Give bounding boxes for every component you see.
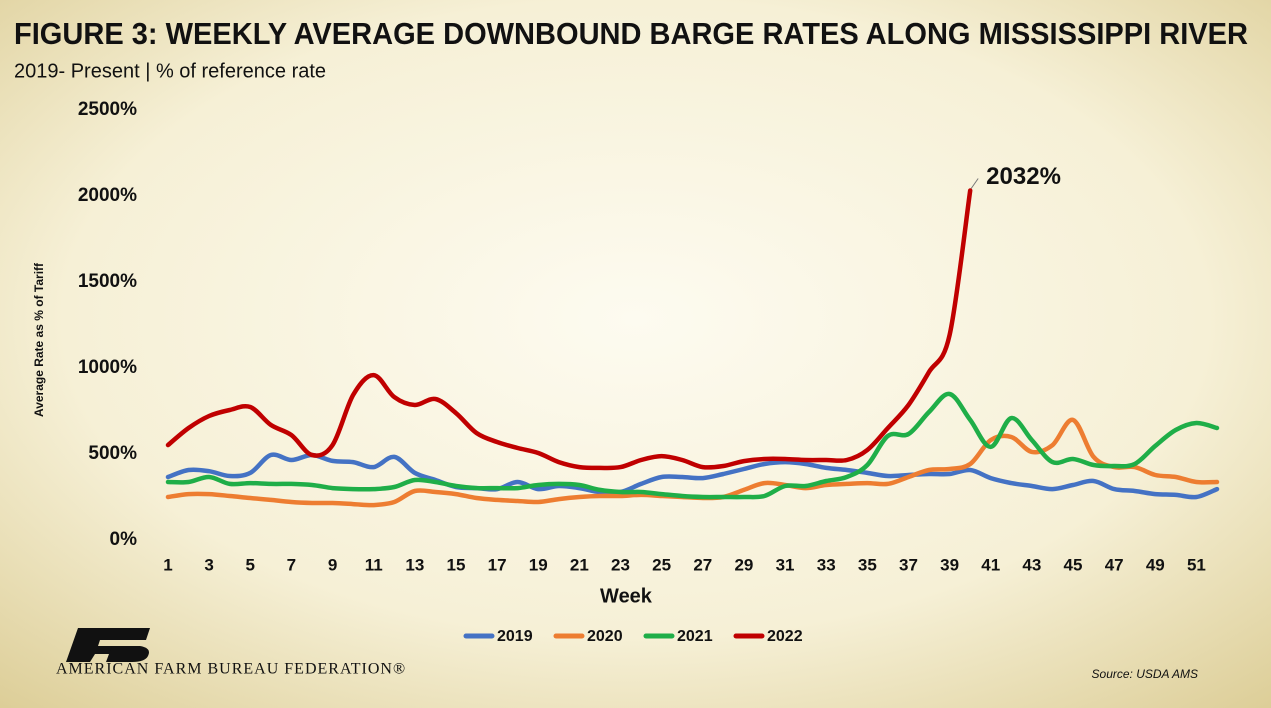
y-axis-label: Average Rate as % of Tariff (32, 262, 46, 417)
y-tick-label: 2000% (78, 185, 137, 206)
y-tick-label: 500% (88, 443, 137, 464)
x-tick-label: 5 (246, 555, 255, 574)
x-tick-label: 39 (940, 555, 959, 574)
x-tick-label: 13 (405, 555, 424, 574)
x-tick-label: 51 (1187, 555, 1206, 574)
legend-label: 2021 (677, 628, 713, 645)
x-tick-label: 7 (287, 555, 296, 574)
x-tick-label: 27 (693, 555, 712, 574)
legend-label: 2020 (587, 628, 623, 645)
logo (66, 628, 150, 662)
x-tick-label: 23 (611, 555, 630, 574)
x-tick-label: 11 (365, 555, 383, 574)
data-label: 2032% (986, 163, 1061, 190)
organization: AMERICAN FARM BUREAU FEDERATION® (56, 661, 406, 678)
annotation-leader (970, 178, 979, 189)
x-tick-label: 1 (163, 555, 172, 574)
series-line (165, 391, 1220, 500)
x-tick-label: 31 (776, 555, 795, 574)
x-tick-label: 17 (488, 555, 507, 574)
chart-subtitle: 2019- Present | % of reference rate (14, 60, 326, 82)
chart-title: FIGURE 3: WEEKLY AVERAGE DOWNBOUND BARGE… (14, 16, 1248, 51)
y-tick-label: 1500% (78, 271, 137, 292)
x-tick-label: 25 (652, 555, 671, 574)
x-tick-label: 21 (570, 555, 589, 574)
x-tick-label: 43 (1022, 555, 1041, 574)
x-tick-label: 47 (1105, 555, 1124, 574)
x-tick-label: 3 (204, 555, 213, 574)
x-axis-label: Week (600, 585, 653, 607)
x-tick-label: 9 (328, 555, 337, 574)
x-tick-label: 41 (981, 555, 1000, 574)
legend-label: 2019 (497, 628, 533, 645)
x-tick-label: 19 (529, 555, 548, 574)
x-tick-label: 37 (899, 555, 918, 574)
source: Source: USDA AMS (1092, 667, 1198, 681)
legend-label: 2022 (767, 628, 803, 645)
x-tick-label: 29 (734, 555, 753, 574)
x-tick-label: 45 (1064, 555, 1083, 574)
x-tick-label: 35 (858, 555, 877, 574)
y-tick-label: 1000% (78, 357, 137, 378)
series-line (165, 188, 973, 471)
x-tick-label: 15 (446, 555, 465, 574)
x-tick-label: 49 (1146, 555, 1165, 574)
y-tick-label: 0% (110, 529, 138, 550)
series-line (165, 452, 1220, 500)
y-tick-label: 2500% (78, 99, 137, 120)
x-tick-label: 33 (817, 555, 836, 574)
